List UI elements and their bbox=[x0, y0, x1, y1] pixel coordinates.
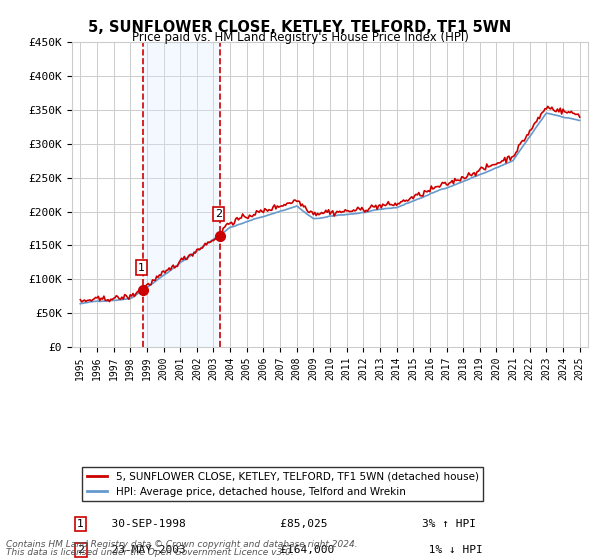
Text: 2: 2 bbox=[215, 209, 222, 219]
Text: Price paid vs. HM Land Registry's House Price Index (HPI): Price paid vs. HM Land Registry's House … bbox=[131, 31, 469, 44]
Text: 2: 2 bbox=[77, 545, 84, 555]
Bar bbox=[143, 42, 220, 347]
Text: 1: 1 bbox=[77, 519, 84, 529]
Text: 1: 1 bbox=[138, 263, 145, 273]
Text: Contains HM Land Registry data © Crown copyright and database right 2024.: Contains HM Land Registry data © Crown c… bbox=[6, 540, 358, 549]
Legend: 5, SUNFLOWER CLOSE, KETLEY, TELFORD, TF1 5WN (detached house), HPI: Average pric: 5, SUNFLOWER CLOSE, KETLEY, TELFORD, TF1… bbox=[82, 467, 483, 501]
Text: 5, SUNFLOWER CLOSE, KETLEY, TELFORD, TF1 5WN: 5, SUNFLOWER CLOSE, KETLEY, TELFORD, TF1… bbox=[88, 20, 512, 35]
Text: 30-SEP-1998              £85,025              3% ↑ HPI: 30-SEP-1998 £85,025 3% ↑ HPI bbox=[98, 519, 476, 529]
Text: 23-MAY-2003              £164,000              1% ↓ HPI: 23-MAY-2003 £164,000 1% ↓ HPI bbox=[98, 545, 482, 555]
Text: This data is licensed under the Open Government Licence v3.0.: This data is licensed under the Open Gov… bbox=[6, 548, 294, 557]
